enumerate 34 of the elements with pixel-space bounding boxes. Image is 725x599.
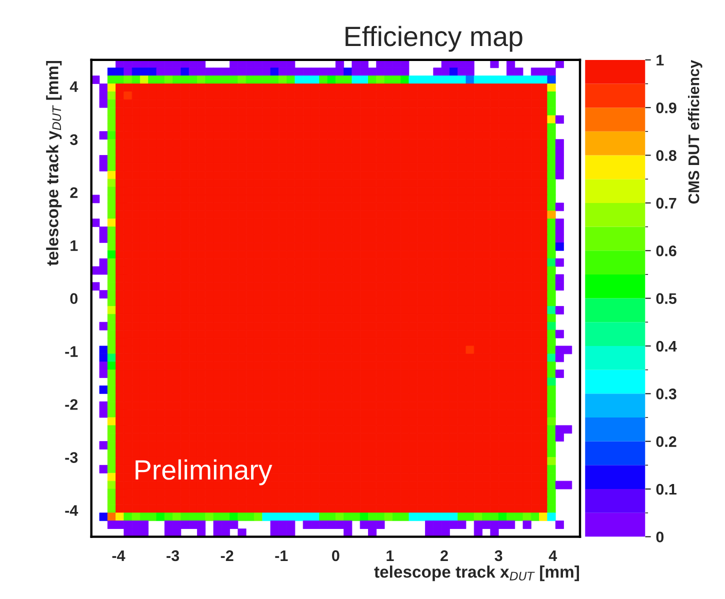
color-bar-label: 0.7 [656,198,676,209]
y-tick-label: 1 [70,240,78,251]
y-tick-label: -4 [65,505,78,516]
annotation: Preliminary [136,459,272,486]
color-bar-label: 0.2 [656,436,676,448]
color-bar-label: 0.6 [656,245,676,256]
y-tick-label: 3 [70,134,78,146]
x-tick-label: 2 [440,550,448,561]
y-axis-title: telescope track y$_{DUT}$ [mm] [46,60,62,266]
color-bar-label: 0.9 [656,102,676,114]
color-bar-label: 0.1 [656,484,676,495]
x-tick-label: -3 [166,550,180,562]
y-tick-label: 2 [70,187,78,198]
x-tick-label: -2 [220,550,234,561]
y-tick-label: 0 [70,293,78,304]
y-tick-label: -1 [65,346,78,357]
color-bar-label: 0.4 [656,340,677,352]
x-tick-label: 3 [494,550,502,562]
x-tick-label: -4 [112,550,126,561]
x-tick-label: 4 [548,550,558,561]
x-axis-title: telescope track x$_{DUT}$ [mm] [374,566,579,582]
y-tick-label: 4 [70,81,78,92]
color-bar-label: 0 [656,532,664,542]
x-tick-label: -1 [275,550,288,561]
y-tick-label: -2 [65,399,78,410]
color-bar-label: 0.5 [656,293,676,304]
chart-title: Efficiency map [346,26,522,52]
x-tick-label: 0 [332,550,340,562]
color-bar-label: 0.3 [656,388,676,400]
color-bar-title: CMS DUT efficiency [688,60,702,204]
color-bar-label: 1 [656,54,664,66]
x-tick-label: 1 [386,550,394,561]
y-tick-label: -3 [65,452,78,463]
color-bar-label: 0.8 [656,150,676,161]
